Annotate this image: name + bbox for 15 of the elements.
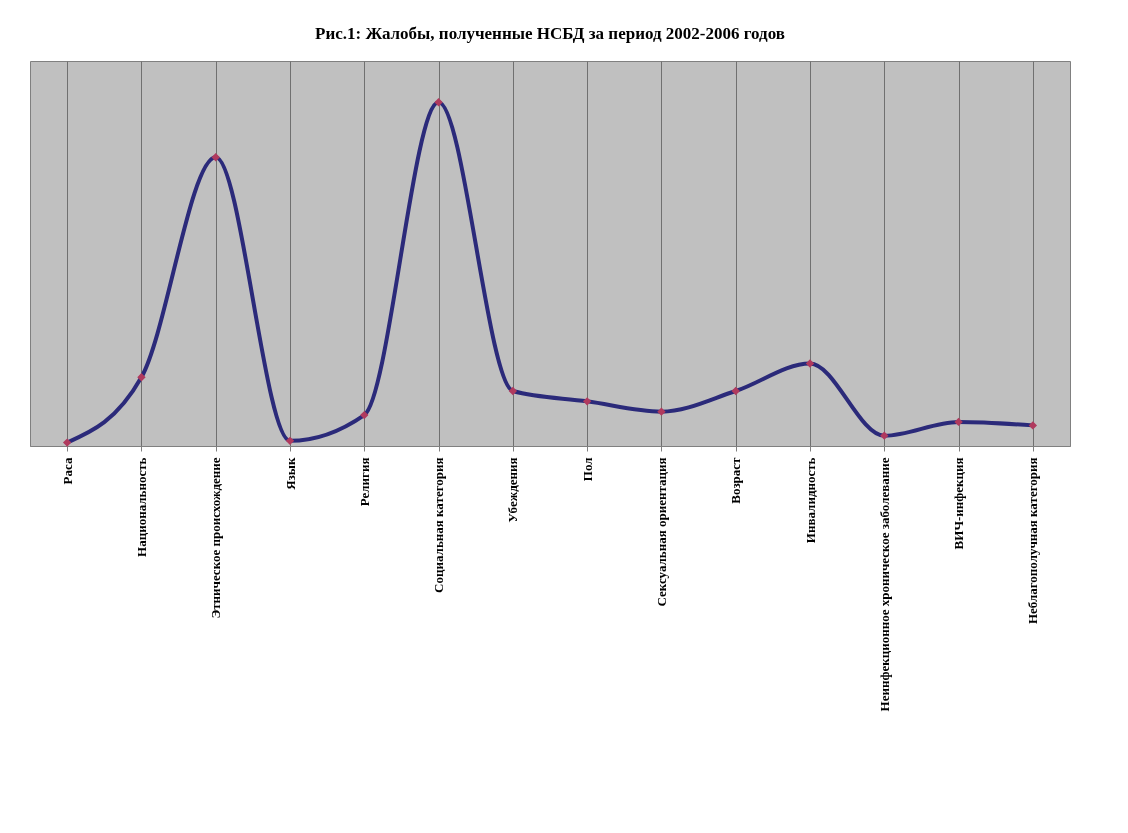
chart-title: Рис.1: Жалобы, полученные НСБД за период 2002-2006 годов	[315, 24, 785, 43]
x-tick-label: Национальность	[133, 457, 149, 557]
x-tick-label: Убеждения	[505, 457, 521, 523]
x-tick-label: Язык	[282, 457, 298, 490]
x-tick-label: Инвалидность	[802, 457, 818, 544]
x-tick-label: Неблагополучная категория	[1025, 457, 1041, 625]
x-tick-label: Этническое происхождение	[208, 457, 224, 619]
x-tick-label: Возраст	[728, 456, 744, 504]
x-tick-label: ВИЧ-инфекция	[951, 457, 967, 550]
x-tick-label: Сексуальная ориентация	[653, 457, 669, 607]
x-tick-label: Неинфекционное хроническое заболевание	[876, 457, 892, 712]
x-tick-label: Раса	[59, 457, 75, 485]
x-tick-label: Пол	[579, 457, 595, 482]
x-tick-label: Социальная категория	[431, 457, 447, 593]
x-tick-label: Религия	[356, 457, 372, 507]
